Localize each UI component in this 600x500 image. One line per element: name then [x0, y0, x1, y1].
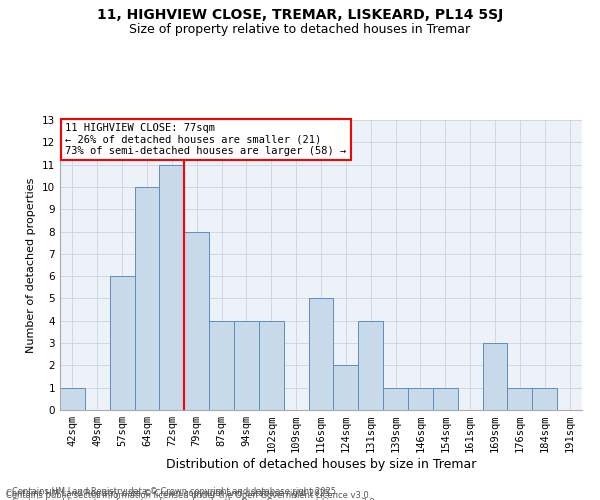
Y-axis label: Number of detached properties: Number of detached properties — [26, 178, 37, 352]
Bar — [508, 388, 532, 410]
Bar — [60, 388, 85, 410]
Text: Contains HM Land Registry data © Crown copyright and database right 2025.
Contai: Contains HM Land Registry data © Crown c… — [12, 488, 377, 500]
Text: 11 HIGHVIEW CLOSE: 77sqm
← 26% of detached houses are smaller (21)
73% of semi-d: 11 HIGHVIEW CLOSE: 77sqm ← 26% of detach… — [65, 123, 346, 156]
Bar — [358, 321, 383, 410]
Bar — [532, 388, 557, 410]
Bar — [334, 366, 358, 410]
Bar — [408, 388, 433, 410]
Bar — [433, 388, 458, 410]
Text: Contains public sector information licensed under the Open Government Licence v3: Contains public sector information licen… — [6, 491, 371, 500]
Bar — [308, 298, 334, 410]
Bar — [234, 321, 259, 410]
Bar — [134, 187, 160, 410]
Text: 11, HIGHVIEW CLOSE, TREMAR, LISKEARD, PL14 5SJ: 11, HIGHVIEW CLOSE, TREMAR, LISKEARD, PL… — [97, 8, 503, 22]
Bar — [110, 276, 134, 410]
Bar — [209, 321, 234, 410]
Bar — [184, 232, 209, 410]
Bar — [160, 164, 184, 410]
Text: Contains HM Land Registry data © Crown copyright and database right 2025.: Contains HM Land Registry data © Crown c… — [6, 488, 332, 498]
Bar — [383, 388, 408, 410]
Text: Size of property relative to detached houses in Tremar: Size of property relative to detached ho… — [130, 22, 470, 36]
X-axis label: Distribution of detached houses by size in Tremar: Distribution of detached houses by size … — [166, 458, 476, 471]
Bar — [259, 321, 284, 410]
Bar — [482, 343, 508, 410]
